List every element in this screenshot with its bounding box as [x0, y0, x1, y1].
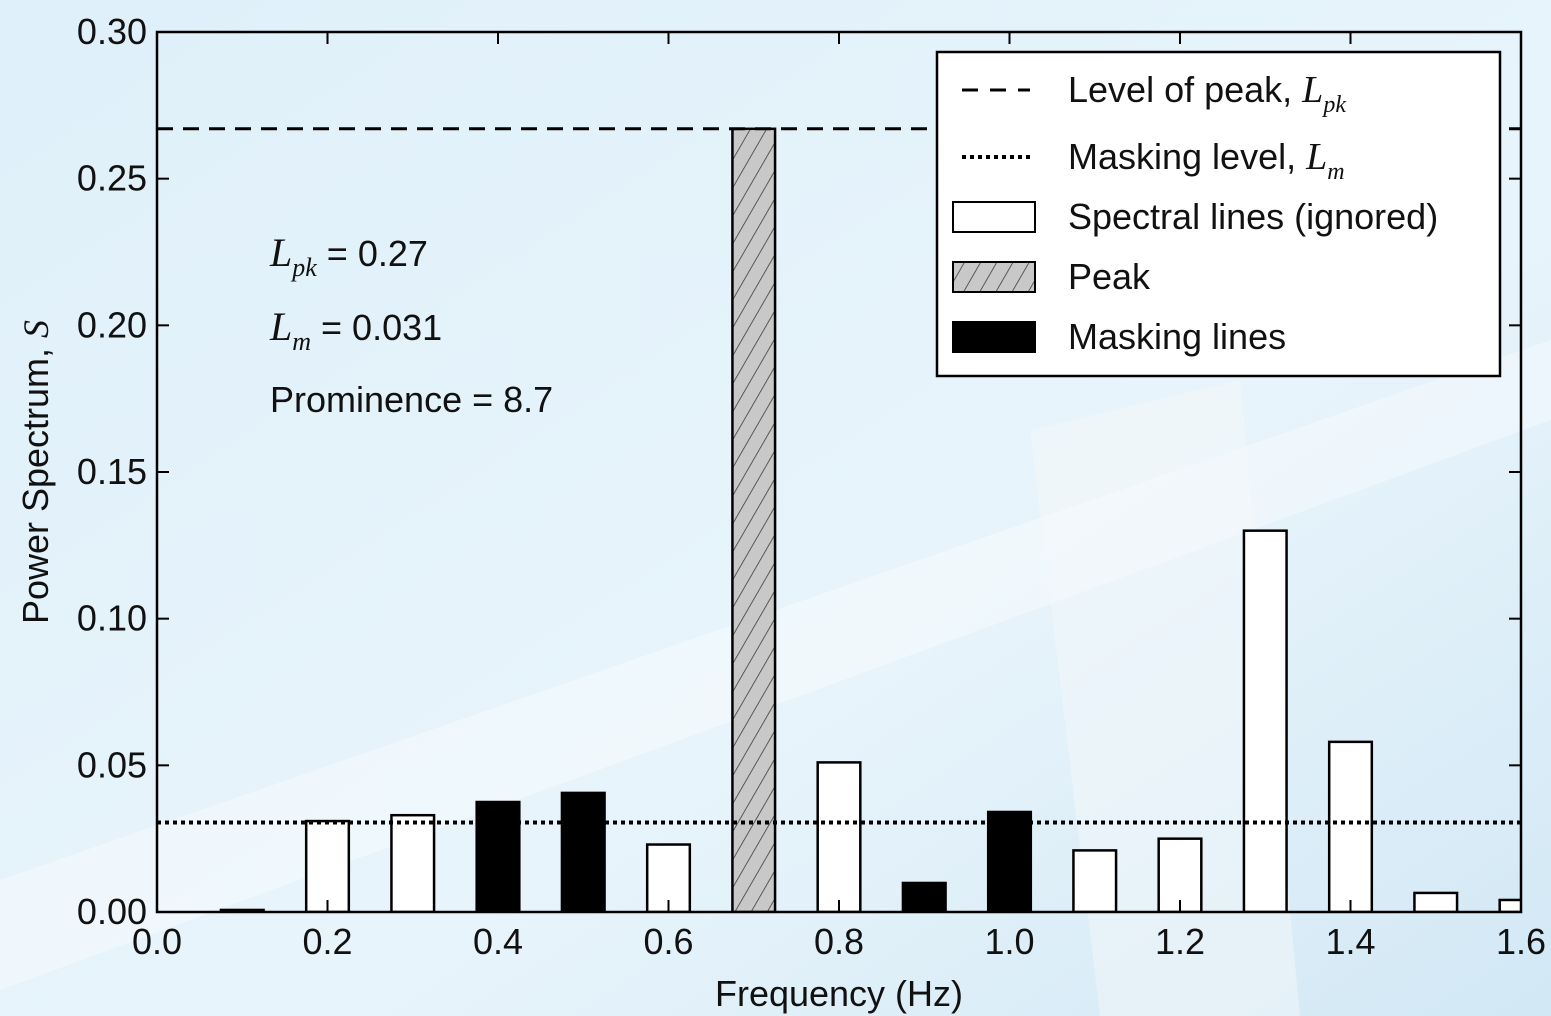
y-tick-label: 0.10 [77, 598, 147, 639]
bar [1157, 837, 1203, 912]
x-tick-label: 1.0 [984, 921, 1034, 962]
bar [475, 800, 521, 912]
legend-label: Level of peak, Lpk [1068, 69, 1346, 118]
legend-label-subscript: pk [1321, 92, 1346, 118]
x-tick-label: 0.8 [814, 921, 864, 962]
y-tick-label: 0.00 [77, 891, 147, 932]
y-tick-label: 0.30 [77, 11, 147, 52]
legend-label: Masking level, Lm [1068, 136, 1345, 185]
legend-label-text: Level of peak, [1068, 69, 1302, 110]
bar [390, 813, 436, 912]
x-tick-label: 0.4 [473, 921, 523, 962]
bar [304, 819, 351, 912]
bar [816, 761, 862, 912]
legend-handle [952, 201, 1036, 233]
bar [731, 127, 777, 912]
x-tick-label: 1.2 [1155, 921, 1205, 962]
x-axis-label: Frequency (Hz) [715, 973, 963, 1014]
annotation-symbol: L [269, 304, 292, 349]
x-tick-label: 1.6 [1496, 921, 1546, 962]
annotation-subscript: m [292, 327, 311, 356]
legend-label-text: Masking level, [1068, 136, 1306, 177]
y-tick-label: 0.25 [77, 158, 147, 199]
annotation-subscript: pk [290, 253, 317, 282]
bar [1413, 891, 1459, 912]
legend-label: Spectral lines (ignored) [1068, 196, 1438, 237]
plot-area [157, 127, 1521, 912]
annotation-text: = 0.031 [311, 307, 442, 348]
y-axis-label: Power Spectrum, S [15, 320, 56, 624]
y-tick-label: 0.15 [77, 451, 147, 492]
annotation-symbol: L [269, 230, 292, 275]
y-axis-label-text: Power Spectrum, [15, 338, 56, 624]
bar [901, 881, 947, 912]
legend-label-subscript: m [1327, 159, 1344, 185]
annotation-text: = 0.27 [317, 233, 428, 274]
annotation-text: Prominence = 8.7 [270, 379, 553, 420]
x-tick-label: 0.2 [302, 921, 352, 962]
y-tick-label: 0.05 [77, 744, 147, 785]
y-axis-label-symbol: S [16, 320, 56, 338]
bar [560, 791, 606, 912]
legend-label: Peak [1068, 256, 1151, 297]
annotation: Lpk = 0.27 [269, 230, 428, 282]
bar [1498, 898, 1521, 912]
y-tick-label: 0.20 [77, 304, 147, 345]
bar [1242, 529, 1288, 912]
legend-label-symbol: L [1301, 69, 1323, 111]
legend-handle [952, 261, 1036, 293]
bar [986, 810, 1033, 912]
legend-label-symbol: L [1305, 136, 1327, 178]
legend-handle [952, 321, 1036, 353]
legend: Level of peak, Lpk Masking level, Lm Spect… [935, 50, 1502, 378]
x-tick-label: 0.6 [643, 921, 693, 962]
annotation: Prominence = 8.7 [270, 379, 553, 420]
x-tick-label: 1.4 [1325, 921, 1375, 962]
bar [1327, 740, 1374, 912]
annotation: Lm = 0.031 [269, 304, 442, 356]
x-tick-label: 0.0 [132, 921, 182, 962]
legend-label: Masking lines [1068, 316, 1286, 357]
bar [1072, 849, 1118, 912]
